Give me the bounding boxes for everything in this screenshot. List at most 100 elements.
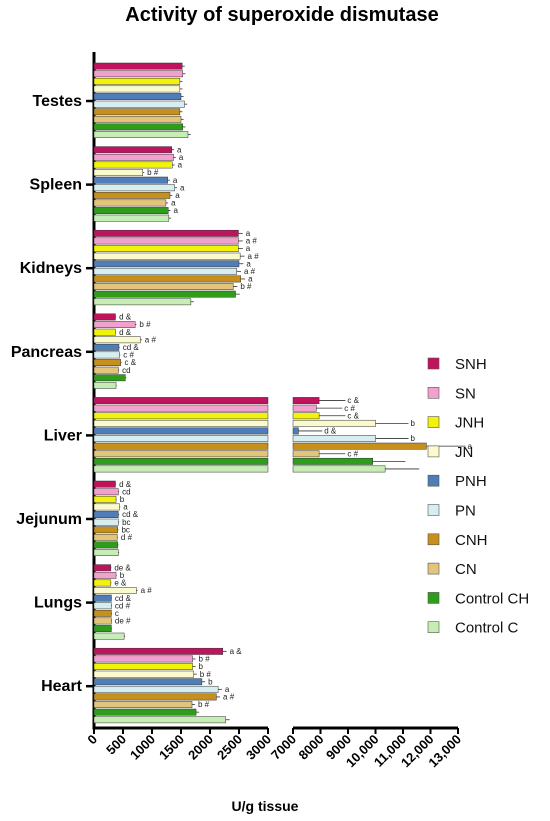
bar (93, 625, 112, 632)
x-tick-label: 8000 (296, 732, 327, 763)
bar (93, 609, 112, 617)
bar (93, 632, 125, 640)
x-tick-label: 3000 (243, 732, 274, 763)
x-tick-label: 1000 (127, 732, 158, 763)
bar-annotation: a (246, 244, 251, 253)
bar (292, 457, 373, 465)
x-tick-label: 7000 (268, 732, 299, 763)
bar (93, 366, 119, 374)
bar-annotation: bc (122, 518, 130, 527)
bar-annotation: a (177, 145, 182, 154)
bar-annotation: a (178, 161, 183, 170)
bar (93, 328, 116, 336)
bar-annotation: cd (122, 366, 130, 375)
bar-annotation: b (120, 571, 125, 580)
bar-annotation: b (411, 419, 416, 428)
x-tick-labels: 0 5001000150020002500300070008000900010,0… (84, 732, 464, 771)
bar (93, 169, 143, 176)
bar-annotation: a (173, 176, 178, 185)
bar (93, 678, 203, 686)
bar (93, 670, 195, 678)
bar (93, 518, 119, 526)
bar-annotation: b # (198, 700, 210, 709)
bar (93, 214, 170, 222)
bar (93, 191, 171, 199)
bar-annotation: c # (347, 449, 358, 458)
bar (93, 457, 269, 465)
legend-label: SN (455, 385, 476, 402)
legend-label: JNH (455, 415, 484, 432)
x-tick-label: 0 (84, 732, 100, 748)
bar (93, 176, 168, 184)
bar-annotation: a (171, 199, 176, 208)
bar (93, 442, 269, 450)
bar (93, 245, 239, 252)
bar (292, 419, 376, 427)
bar (93, 260, 240, 268)
bar (93, 100, 185, 108)
bar-annotation: bc (121, 525, 129, 534)
bar (93, 587, 137, 594)
bar-annotation: cd & (122, 510, 139, 519)
bar (93, 655, 193, 663)
bar-annotation: b (411, 434, 416, 443)
bar (93, 184, 175, 192)
bar-annotation: c & (347, 396, 359, 405)
bar (93, 85, 181, 93)
bar (292, 412, 320, 420)
bar-annotation: a # (244, 267, 256, 276)
bar (93, 526, 119, 534)
bar (93, 488, 119, 496)
bar (93, 511, 119, 518)
bar-annotation: e & (114, 579, 127, 588)
x-tick-label: 500 (103, 732, 129, 758)
bar (93, 252, 241, 260)
bar (93, 336, 141, 344)
bar (93, 685, 219, 693)
bar-annotation: a (467, 442, 472, 451)
bar (292, 435, 376, 442)
bar (93, 495, 117, 503)
bar (93, 70, 183, 78)
bar (93, 549, 119, 556)
legend-swatch (427, 416, 440, 428)
legend: SNH SN JNH JN PNH PN CNH CN Control CH Control C (427, 356, 529, 637)
bar (93, 275, 241, 283)
bar-annotation: d & (119, 313, 132, 322)
legend-label: JN (455, 444, 473, 461)
legend-swatch (427, 474, 440, 487)
legend-swatch (427, 621, 440, 634)
bar (93, 77, 181, 85)
legend-label: PNH (455, 473, 487, 490)
x-tick-label: 2000 (185, 732, 216, 763)
bar (93, 701, 193, 708)
bar (93, 594, 112, 602)
bar (93, 351, 120, 359)
bar (93, 62, 183, 70)
bar (93, 435, 269, 442)
bar (93, 290, 236, 298)
bar-annotation: a (175, 191, 180, 200)
bar-annotation: d & (119, 480, 132, 489)
bar (93, 412, 269, 420)
bar (93, 397, 269, 404)
bar-annotation: c & (124, 358, 136, 367)
legend-label: Control CH (455, 590, 529, 607)
bar (93, 161, 173, 169)
legend-label: PN (455, 503, 476, 520)
bar (93, 237, 239, 245)
legend-swatch (427, 445, 440, 458)
legend-swatch (427, 533, 440, 546)
category-label: Lungs (34, 595, 82, 612)
bar (93, 313, 116, 321)
bar-annotation: d # (121, 533, 133, 542)
bar (292, 427, 299, 435)
bar-annotation: a # (223, 693, 235, 702)
bar (93, 199, 167, 207)
bar-annotation: de # (115, 617, 131, 626)
bar (93, 716, 226, 724)
bar (93, 564, 112, 572)
bar-annotation: c (115, 609, 119, 618)
bar (93, 108, 181, 116)
